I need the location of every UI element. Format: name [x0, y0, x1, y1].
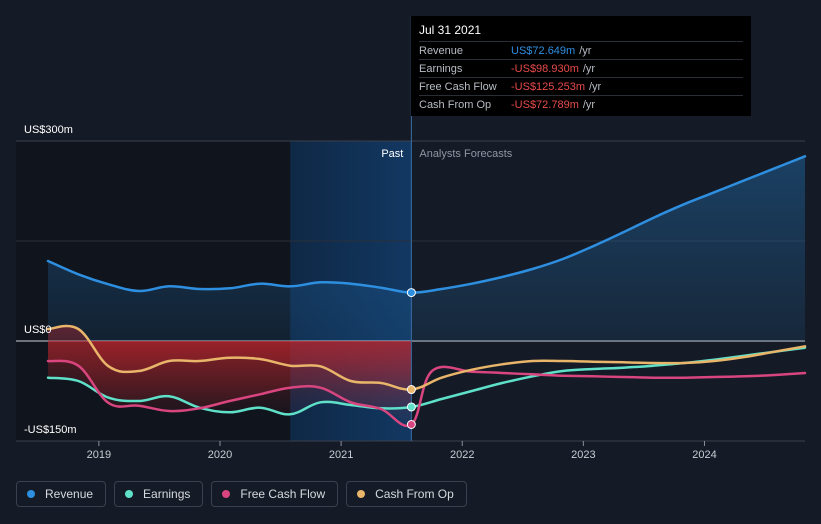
- legend-label: Earnings: [143, 487, 191, 501]
- cfo-marker: [406, 385, 416, 395]
- fcf-line: [46, 359, 807, 428]
- x-tick-label: 2021: [329, 449, 353, 461]
- earnings-marker: [406, 402, 416, 412]
- tooltip-label: Free Cash Flow: [419, 80, 497, 93]
- revenue-area: [48, 156, 805, 341]
- tooltip-row-earnings: Earnings -US$98.930m /yr: [419, 59, 743, 77]
- legend-item-free-cash-flow[interactable]: Free Cash Flow: [211, 481, 339, 507]
- highlight-markers: [406, 288, 416, 430]
- tooltip-unit: /yr: [579, 44, 592, 57]
- revenue-dot-icon: [27, 490, 35, 498]
- legend-item-cash-from-op[interactable]: Cash From Op: [346, 481, 467, 507]
- tooltip-value: -US$125.253m: [511, 80, 585, 93]
- tooltip-label: Revenue: [419, 44, 464, 57]
- x-tick-label: 2019: [87, 449, 111, 461]
- y-axis-labels: US$300m US$0 -US$150m: [24, 124, 77, 436]
- tooltip-row-cash-from-op: Cash From Op -US$72.789m /yr: [419, 95, 743, 113]
- y-tick-label: US$300m: [24, 124, 73, 136]
- legend-label: Free Cash Flow: [240, 487, 326, 501]
- legend: Revenue Earnings Free Cash Flow Cash Fro…: [16, 481, 467, 507]
- tooltip-value: US$72.649m: [511, 44, 576, 57]
- tooltip-label: Earnings: [419, 62, 463, 75]
- area-fills: [48, 156, 805, 425]
- tooltip-label: Cash From Op: [419, 98, 492, 111]
- cash-from-op-dot-icon: [357, 490, 366, 498]
- revenue-marker: [406, 288, 416, 298]
- x-tick-label: 2020: [208, 449, 232, 461]
- past-label: Past: [381, 148, 403, 160]
- x-axis-labels: 2019 2020 2021 2022 2023 2024: [87, 441, 717, 461]
- tooltip-date: Jul 31 2021: [419, 23, 482, 37]
- fcf-marker: [406, 420, 416, 430]
- tooltip-unit: /yr: [582, 62, 596, 75]
- tooltip-unit: /yr: [582, 98, 596, 111]
- cfo-area: [48, 326, 412, 390]
- tooltip-row-revenue: Revenue US$72.649m /yr: [419, 41, 743, 59]
- cfo-line: [46, 324, 807, 391]
- free-cash-flow-dot-icon: [222, 490, 231, 498]
- legend-item-earnings[interactable]: Earnings: [114, 481, 204, 507]
- revenue-line: [46, 155, 807, 294]
- tooltip-value: -US$72.789m: [511, 98, 579, 111]
- forecast-label: Analysts Forecasts: [419, 148, 512, 160]
- y-tick-label: US$0: [24, 324, 52, 336]
- legend-label: Revenue: [45, 487, 94, 501]
- tooltip: Jul 31 2021 Revenue US$72.649m /yr Earni…: [411, 16, 751, 116]
- series-lines: [46, 155, 807, 428]
- legend-label: Cash From Op: [375, 487, 454, 501]
- x-tick-label: 2022: [450, 449, 474, 461]
- tooltip-value: -US$98.930m: [511, 62, 579, 75]
- legend-item-revenue[interactable]: Revenue: [16, 481, 107, 507]
- tooltip-unit: /yr: [589, 80, 602, 93]
- y-tick-label: -US$150m: [24, 424, 77, 436]
- tooltip-row-free-cash-flow: Free Cash Flow -US$125.253m /yr: [419, 77, 743, 95]
- earnings-dot-icon: [125, 490, 134, 498]
- x-tick-label: 2023: [571, 449, 595, 461]
- x-tick-label: 2024: [692, 449, 716, 461]
